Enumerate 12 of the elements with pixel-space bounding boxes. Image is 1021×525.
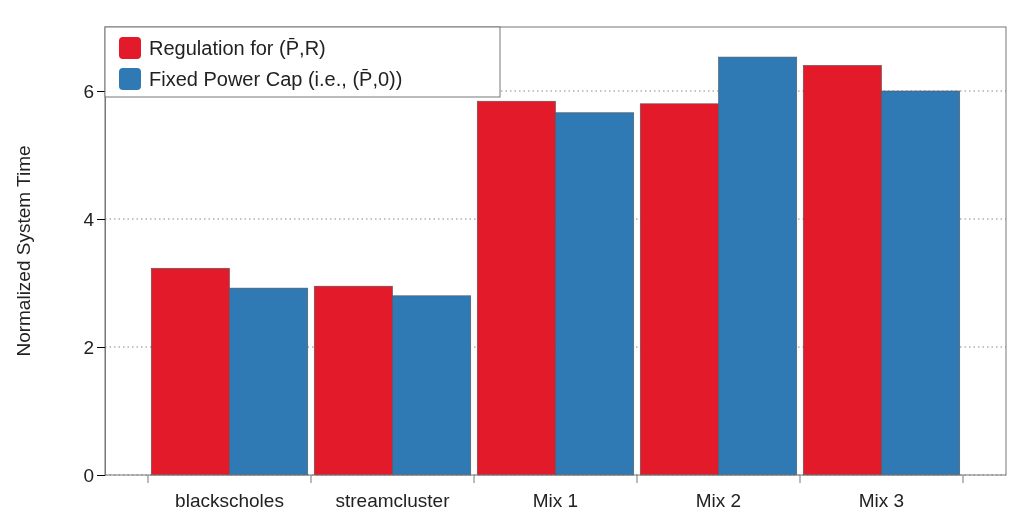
- y-tick-label: 4: [83, 208, 95, 230]
- x-tick-label: Mix 2: [695, 490, 742, 511]
- y-tick-label: 0: [83, 464, 94, 486]
- x-tick-label: blackscholes: [175, 490, 284, 511]
- legend-label: Regulation for (P̄,R): [149, 36, 326, 59]
- y-tick-label: 2: [83, 336, 94, 358]
- legend-label: Fixed Power Cap (i.e., (P̄,0)): [149, 67, 403, 90]
- y-axis-title: Normalized System Time: [13, 145, 34, 357]
- y-tick-label: 6: [83, 80, 94, 102]
- x-tick-label: streamcluster: [335, 490, 451, 511]
- x-tick-label: Mix 1: [532, 490, 579, 511]
- x-tick-label: Mix 3: [858, 490, 905, 511]
